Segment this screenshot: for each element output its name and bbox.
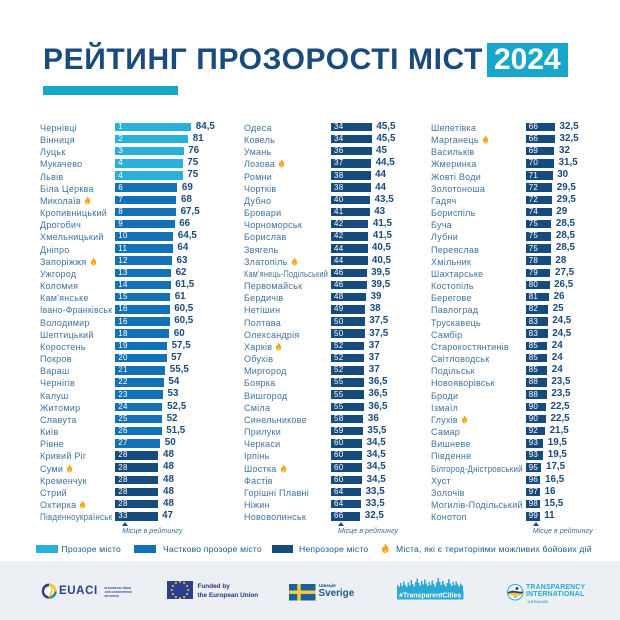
- svg-text:#TransparentCities: #TransparentCities: [399, 592, 461, 599]
